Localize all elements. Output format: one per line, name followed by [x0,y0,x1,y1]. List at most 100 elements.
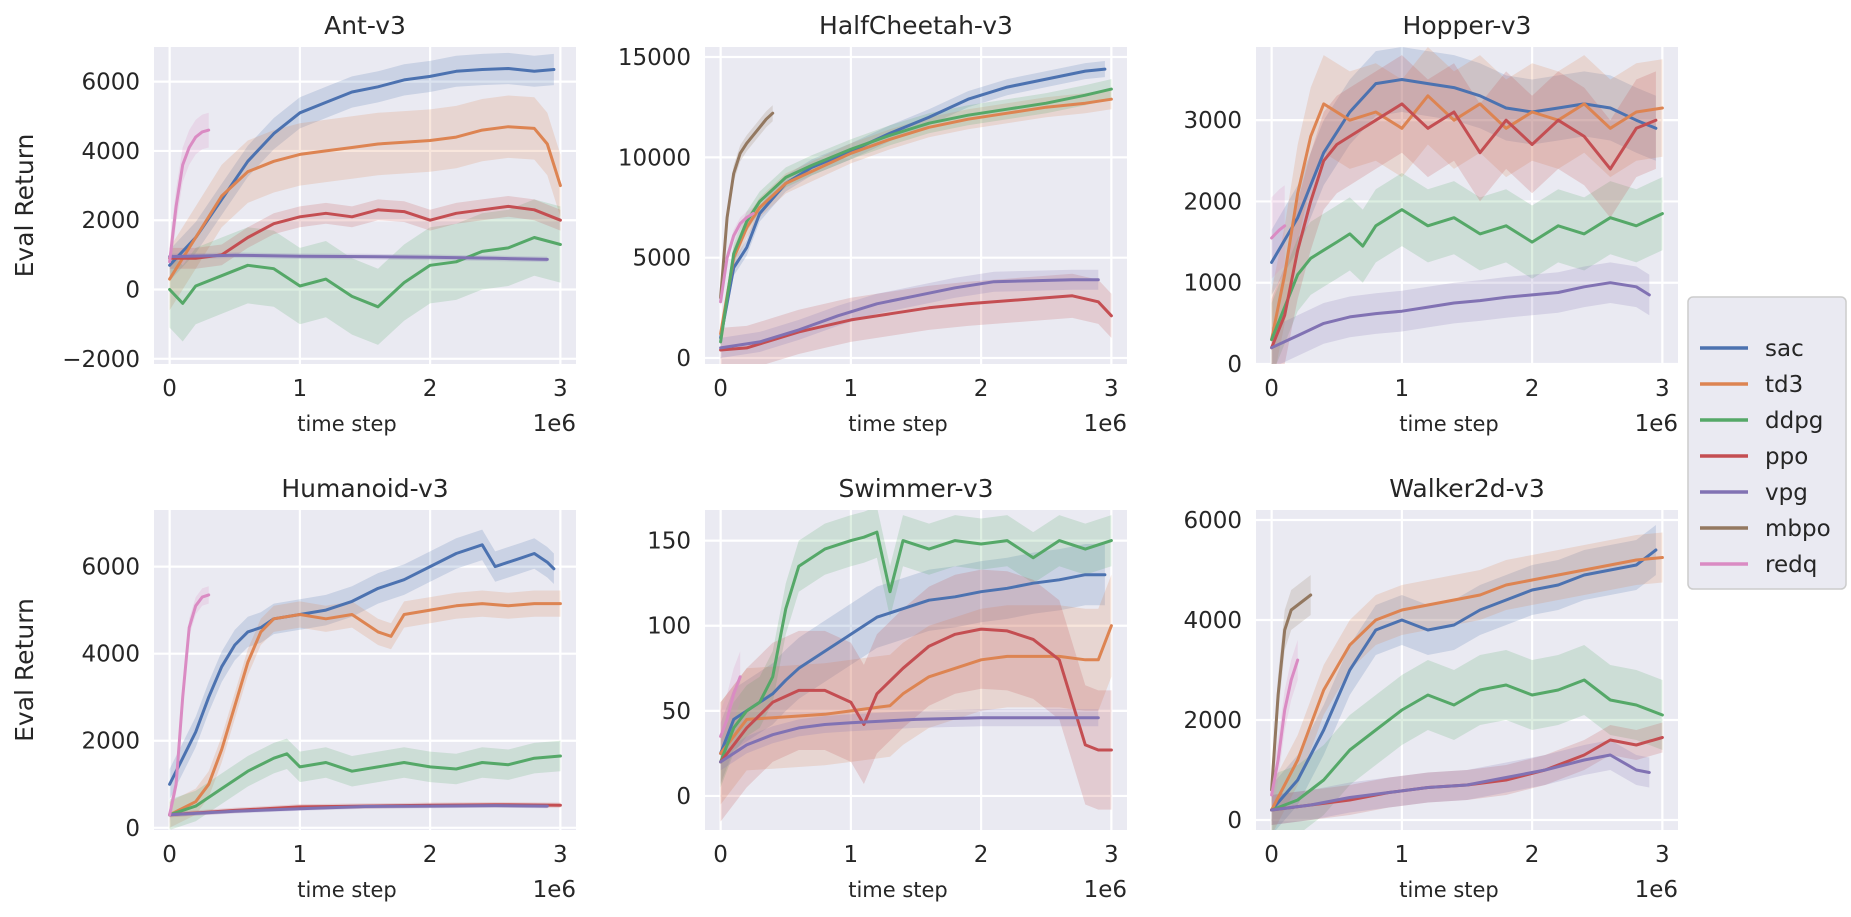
line-mbpo [1270,593,1313,792]
x-axis-label: time step [848,412,948,436]
series-group [1270,525,1664,830]
panel-title: Ant-v3 [324,11,406,40]
panel-1: Ant-v3 0 1 2 3 −2000 0 2000 4000 6000 time step 1e6… [10,11,576,437]
legend-label: vpg [1765,480,1808,506]
x-tick-label: 2 [423,376,438,402]
line-redq [1270,658,1300,797]
y-tick-label: 6000 [1183,508,1242,534]
band-ddpg [169,199,561,345]
x-tick-label: 2 [1525,376,1540,402]
x-tick-label: 1 [844,842,859,868]
y-tick-label: 100 [647,614,691,640]
series-group [168,52,562,345]
line-vpg [1270,281,1651,350]
x-tick-label: 0 [162,842,177,868]
y-tick-label: 4000 [81,642,140,668]
x-axis-label: time step [1399,412,1499,436]
legend-item-vpg: vpg [1700,480,1808,506]
panel-title: HalfCheetah-v3 [819,11,1013,40]
x-tick-label: 3 [553,842,568,868]
y-tick-label: 1000 [1183,271,1242,297]
x-tick-label: 0 [1264,842,1279,868]
band-ppo [169,196,561,269]
x-tick-label: 0 [1264,376,1279,402]
band-sac [720,544,1105,784]
x-tick-label: 1 [844,376,859,402]
legend: sac td3 ddpg ppo vpg mbpo redq [1687,296,1847,590]
x-tick-label: 3 [1655,842,1670,868]
panel-2: HalfCheetah-v3 0 1 2 3 0 5000 10000 15000 time st… [618,11,1127,437]
y-tick-label: 15000 [618,45,691,71]
band-ddpg [1271,645,1663,830]
line-td3 [168,125,562,281]
legend-label: mbpo [1765,516,1831,542]
band-td3 [1271,532,1663,830]
legend-label: td3 [1765,372,1803,398]
line-sac [168,543,556,786]
band-ppo [1271,55,1656,364]
line-sac [168,67,556,267]
band-ddpg [1271,173,1663,364]
x-multiplier-label: 1e6 [533,877,576,903]
band-td3 [169,95,561,311]
legend-label: ppo [1765,444,1808,470]
x-axis-label: time step [1399,878,1499,902]
y-tick-label: 150 [647,529,691,555]
panel-title: Hopper-v3 [1403,11,1532,40]
x-tick-label: 3 [1104,376,1119,402]
band-td3 [169,590,561,828]
band-td3 [1271,47,1663,364]
x-tick-label: 2 [974,842,989,868]
band-ppo [1271,722,1663,825]
line-redq [1270,224,1287,240]
band-sac [169,52,554,281]
y-tick-label: 5000 [632,246,691,272]
y-tick-label: 0 [125,278,140,304]
y-tick-label: 6000 [81,70,140,96]
y-tick-label: 0 [676,784,691,810]
legend-label: ddpg [1765,408,1823,434]
x-tick-label: 1 [293,376,308,402]
legend-label: redq [1765,552,1817,578]
series-group [719,510,1113,822]
line-redq [168,593,211,817]
x-tick-label: 2 [1525,842,1540,868]
y-tick-label: 4000 [1183,608,1242,634]
y-tick-label: 50 [662,699,691,725]
panel-3: Hopper-v3 0 1 2 3 0 1000 2000 3000 time step 1e6 [1183,11,1678,437]
series-group [1270,47,1664,364]
line-td3 [168,602,562,817]
legend-item-redq: redq [1700,552,1817,578]
y-tick-label: 2000 [1183,189,1242,215]
line-mbpo [719,111,775,300]
line-vpg [168,804,549,817]
x-multiplier-label: 1e6 [1635,877,1678,903]
x-tick-label: 0 [713,376,728,402]
band-vpg [1271,262,1650,364]
band-vpg [1271,740,1650,825]
legend-item-mbpo: mbpo [1700,516,1831,542]
panel-title: Swimmer-v3 [838,474,993,503]
x-tick-label: 2 [974,376,989,402]
y-tick-label: 0 [1227,352,1242,378]
line-ppo [168,204,562,260]
x-tick-label: 1 [1395,376,1410,402]
line-ddpg [168,236,562,309]
x-tick-label: 1 [293,842,308,868]
line-ppo [719,294,1113,352]
x-axis-label: time step [297,412,397,436]
x-tick-label: 0 [162,376,177,402]
line-ddpg [168,752,562,817]
x-tick-label: 3 [1104,842,1119,868]
line-td3 [1270,556,1664,812]
y-tick-label: −2000 [62,347,140,373]
line-redq [719,675,742,738]
x-multiplier-label: 1e6 [1084,877,1127,903]
line-vpg [168,253,549,261]
line-ddpg [1270,208,1664,342]
line-ppo [1270,102,1658,350]
line-redq [168,128,211,264]
panel-title: Walker2d-v3 [1389,474,1544,503]
panel-6: Walker2d-v3 0 1 2 3 0 2000 4000 6000 time step 1e6 [1183,474,1678,903]
